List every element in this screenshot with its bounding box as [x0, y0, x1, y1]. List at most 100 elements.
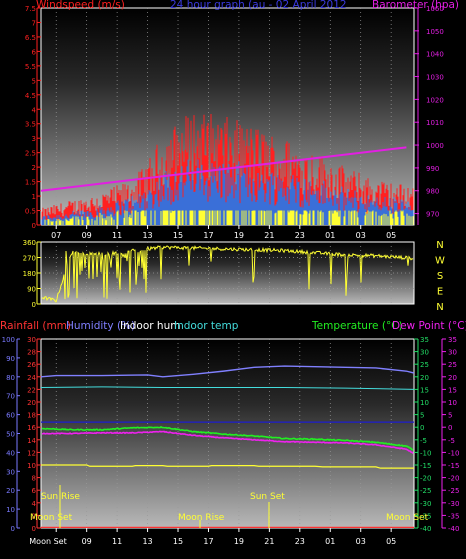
temperature-tick: 20 [420, 374, 429, 382]
temp-x-tick: 05 [386, 537, 396, 546]
temp-x-tick: 01 [325, 537, 335, 546]
dew-point-tick: -5 [448, 437, 455, 445]
direction-tick: 180 [23, 270, 36, 278]
barometer-tick: 1050 [426, 28, 444, 36]
windspeed-tick: 1 [32, 193, 36, 201]
indoor-hum-title: Indoor hum [120, 320, 180, 332]
wind-x-tick: 03 [356, 231, 366, 240]
humidity-tick: 60 [6, 412, 15, 420]
barometer-axis-ticks: 970 980 990 1000 1010 1020 1030 1040 1050 1060 [414, 5, 444, 225]
dew-point-tick: -25 [448, 487, 459, 495]
rainfall-tick: 12 [27, 449, 36, 457]
rainfall-tick: 24 [27, 374, 36, 382]
solar-line [41, 464, 414, 469]
barometer-tick: 1030 [426, 74, 444, 82]
windspeed-tick: 3.5 [25, 121, 36, 129]
barometer-tick: 970 [426, 211, 439, 219]
temp-x-tick: 23 [295, 537, 305, 546]
dew-point-tick: -20 [448, 475, 459, 483]
rainfall-tick: 18 [27, 412, 36, 420]
indoor-temp-line [41, 386, 414, 390]
windspeed-tick: 2 [32, 164, 36, 172]
temperature-axis-ticks: 35 30 25 20 15 10 5 0 -5 -10 -15 -20 -25 -30 -35 -40 [414, 336, 431, 533]
humidity-axis-title: Humidity (%) [66, 320, 135, 332]
temperature-tick: -15 [420, 462, 431, 470]
temperature-tick: 0 [420, 424, 424, 432]
moon-set-label-2: Moon Set [386, 513, 429, 523]
wind-x-tick: 13 [142, 231, 152, 240]
temperature-line [41, 425, 414, 451]
wind-x-tick: 09 [82, 231, 92, 240]
rainfall-tick: 6 [32, 487, 37, 495]
wind-bars [41, 114, 414, 225]
dew-point-tick: -40 [448, 525, 459, 533]
humidity-tick: 80 [6, 374, 15, 382]
windspeed-tick: 6.5 [25, 34, 36, 42]
dew-point-tick: -10 [448, 449, 459, 457]
dew-point-tick: 0 [448, 424, 452, 432]
humidity-tick: 40 [6, 449, 15, 457]
dew-point-tick: 30 [448, 349, 457, 357]
rainfall-tick: 0 [32, 525, 36, 533]
temp-x-tick: 11 [112, 537, 122, 546]
moon-rise-label: Moon Rise [178, 513, 225, 523]
sun-rise-label: Sun Rise [41, 492, 80, 502]
temperature-tick: -10 [420, 449, 431, 457]
temp-x-tick: Moon Set [29, 537, 66, 546]
windspeed-tick: 0.5 [25, 208, 36, 216]
dew-point-tick: 15 [448, 386, 457, 394]
windspeed-tick: 3 [32, 135, 36, 143]
rainfall-axis-title: Rainfall (mm) [0, 320, 71, 332]
humidity-tick: 20 [6, 487, 15, 495]
humidity-tick: 30 [6, 468, 15, 476]
humidity-tick: 0 [11, 525, 15, 533]
windspeed-axis-ticks: 0 0.5 1 1.5 2 2.5 3 3.5 4 4.5 5 5.5 6 6.5 7 7.5 [25, 5, 41, 230]
wind-x-tick: 05 [386, 231, 396, 240]
temperature-tick: -25 [420, 487, 431, 495]
temp-x-tick: 15 [173, 537, 183, 546]
wind-x-tick: 19 [234, 231, 244, 240]
humidity-tick: 90 [6, 355, 15, 363]
barometer-tick: 1010 [426, 119, 444, 127]
compass-label: W [435, 256, 445, 267]
temp-x-tick: 09 [82, 537, 92, 546]
temperature-tick: 15 [420, 386, 429, 394]
wind-x-tick: 15 [173, 231, 183, 240]
dew-point-tick: 10 [448, 399, 457, 407]
wind-x-tick: 11 [112, 231, 122, 240]
windspeed-tick: 4.5 [25, 92, 36, 100]
wind-x-tick: 17 [203, 231, 213, 240]
windspeed-tick: 7.5 [25, 5, 36, 13]
dew-point-tick: 25 [448, 361, 457, 369]
rainfall-tick: 10 [27, 462, 36, 470]
barometer-tick: 1060 [426, 5, 444, 13]
temp-series-lines [41, 365, 414, 528]
barometer-tick: 1000 [426, 142, 444, 150]
windspeed-tick: 2.5 [25, 150, 36, 158]
rainfall-tick: 16 [27, 424, 36, 432]
humidity-tick: 100 [2, 336, 15, 344]
temperature-tick: 25 [420, 361, 429, 369]
direction-tick: 90 [27, 286, 36, 294]
temperature-tick: -35 [420, 512, 431, 520]
direction-tick: 270 [23, 255, 36, 263]
dew-point-tick: 35 [448, 336, 457, 344]
humidity-tick: 50 [6, 431, 15, 439]
compass-label: S [437, 271, 443, 282]
rainfall-tick: 8 [32, 475, 36, 483]
wind-x-tick: 21 [264, 231, 274, 240]
moon-set-label: Moon Set [30, 513, 73, 523]
humidity-tick: 10 [6, 506, 15, 514]
wind-x-tick: 23 [295, 231, 305, 240]
wind-direction-line [41, 245, 414, 303]
rainfall-tick: 28 [27, 349, 36, 357]
temp-x-tick: 21 [264, 537, 274, 546]
temp-x-tick: 19 [234, 537, 244, 546]
indoor-hum-line [41, 365, 414, 378]
temp-x-tick: 17 [203, 537, 213, 546]
rainfall-tick: 4 [32, 500, 37, 508]
